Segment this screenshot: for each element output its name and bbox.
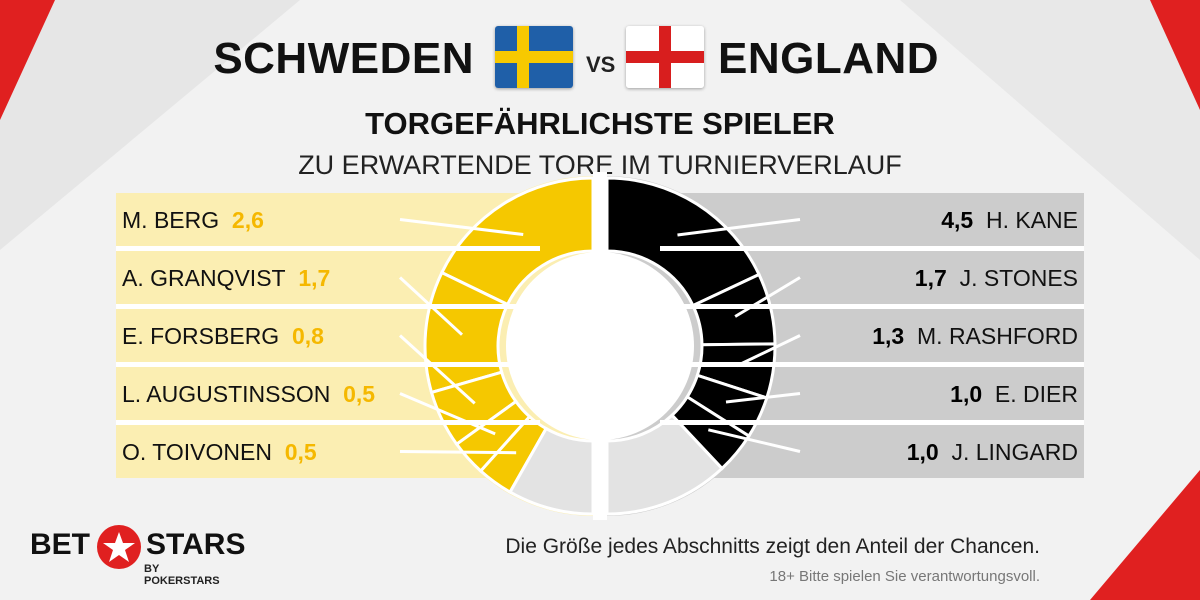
home-row-separator — [116, 420, 540, 425]
center-gap — [593, 172, 607, 520]
home-connector-line — [399, 392, 496, 436]
home-player-name: O. TOIVONEN — [122, 439, 272, 465]
away-row-separator — [660, 420, 1084, 425]
chart-subtitle: TORGEFÄHRLICHSTE SPIELER — [365, 106, 835, 141]
away-player-name: J. STONES — [959, 265, 1078, 291]
away-player-value: 1,7 — [914, 265, 947, 291]
away-player-name: E. DIER — [994, 381, 1078, 407]
away-player-name: M. RASHFORD — [917, 323, 1078, 349]
away-donut-remainder — [605, 413, 725, 516]
away-connector-line — [677, 218, 801, 237]
logo-stars-text: STARS — [146, 528, 246, 561]
home-row-separator — [116, 304, 540, 309]
home-connector-line — [398, 334, 476, 405]
away-connector-line — [736, 334, 801, 368]
away-player-row-3: 1,3 M. RASHFORD — [872, 323, 1078, 350]
away-connector-line — [725, 392, 801, 404]
home-player-row-3: E. FORSBERG 0,8 — [122, 323, 324, 350]
away-player-row-5: 1,0 J. LINGARD — [907, 439, 1078, 466]
betstars-logo: BET STARS BY POKERSTARS — [30, 525, 245, 588]
home-player-value: 1,7 — [298, 265, 331, 291]
away-player-name: H. KANE — [985, 207, 1078, 233]
home-row-separator — [116, 246, 540, 251]
team-home-name: SCHWEDEN — [213, 34, 474, 83]
home-player-name: L. AUGUSTINSSON — [122, 381, 331, 407]
home-row-separator — [116, 362, 540, 367]
away-row-separator — [660, 362, 1084, 367]
away-player-value: 1,3 — [872, 323, 905, 349]
away-player-value: 4,5 — [941, 207, 974, 233]
home-player-value: 0,8 — [291, 323, 324, 349]
away-connector-line — [707, 428, 801, 453]
home-player-value: 0,5 — [284, 439, 317, 465]
sweden-flag-icon — [495, 26, 573, 88]
corner-red-top-left — [0, 0, 55, 120]
home-player-row-2: A. GRANQVIST 1,7 — [122, 265, 330, 292]
corner-red-top-right — [1150, 0, 1200, 110]
home-player-name: M. BERG — [122, 207, 220, 233]
logo-bet-text: BET — [30, 528, 90, 561]
corner-red-bottom-right — [1090, 470, 1200, 600]
home-connector-line — [399, 450, 517, 455]
away-player-row-4: 1,0 E. DIER — [950, 381, 1078, 408]
home-player-row-4: L. AUGUSTINSSON 0,5 — [122, 381, 375, 408]
home-player-value: 0,5 — [343, 381, 376, 407]
home-player-name: A. GRANQVIST — [122, 265, 286, 291]
logo-star-icon — [97, 525, 141, 569]
away-row-separator — [660, 246, 1084, 251]
team-away-name: ENGLAND — [718, 34, 940, 83]
disclaimer: 18+ Bitte spielen Sie verantwortungsvoll… — [769, 568, 1040, 585]
away-player-name: J. LINGARD — [951, 439, 1078, 465]
home-player-row-1: M. BERG 2,6 — [122, 207, 264, 234]
away-player-value: 1,0 — [906, 439, 939, 465]
away-row-separator — [660, 304, 1084, 309]
home-connector-line — [399, 218, 524, 237]
away-player-row-2: 1,7 J. STONES — [915, 265, 1078, 292]
away-player-row-1: 4,5 H. KANE — [941, 207, 1078, 234]
home-player-value: 2,6 — [231, 207, 264, 233]
home-player-row-5: O. TOIVONEN 0,5 — [122, 439, 317, 466]
away-connector-line — [734, 276, 801, 318]
footnote: Die Größe jedes Abschnitts zeigt den Ant… — [505, 535, 1040, 558]
home-player-name: E. FORSBERG — [122, 323, 280, 349]
logo-sub-text: BY POKERSTARS — [144, 563, 220, 587]
title-row: SCHWEDEN VS ENGLAND — [0, 26, 1200, 96]
versus-label: VS — [586, 52, 616, 77]
away-player-value: 1,0 — [950, 381, 983, 407]
england-flag-icon — [626, 26, 704, 88]
